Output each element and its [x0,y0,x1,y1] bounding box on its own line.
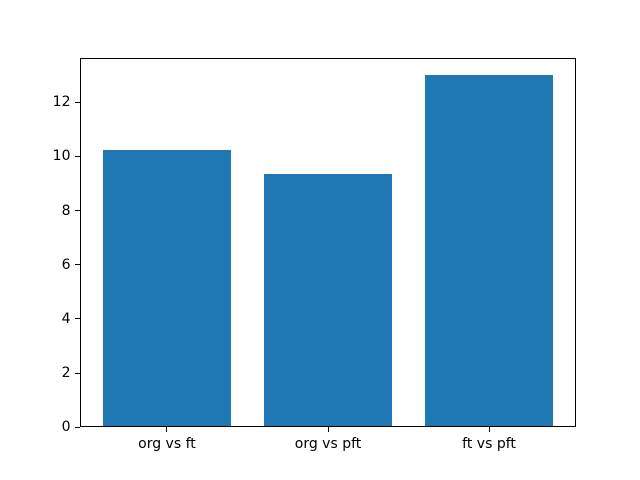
y-tick-label: 8 [61,202,71,219]
y-tick-label: 0 [61,419,71,436]
y-tick-mark [75,426,80,428]
y-tick-mark [75,155,80,157]
y-tick-label: 2 [61,365,71,382]
y-tick-mark [75,101,80,103]
y-tick-mark [75,210,80,212]
bar-ft-vs-pft [424,75,554,428]
bar-org-vs-pft [263,174,393,428]
x-tick-label: org vs pft [294,436,362,453]
y-tick-label: 12 [52,94,71,111]
y-tick-label: 6 [61,256,71,273]
x-tick-label: org vs ft [138,436,196,453]
y-tick-mark [75,264,80,266]
x-tick-mark [488,427,490,433]
y-tick-mark [75,372,80,374]
y-tick-label: 4 [61,310,71,327]
x-tick-label: ft vs pft [462,436,516,453]
bar-org-vs-ft [102,149,232,428]
x-tick-mark [166,427,168,433]
y-tick-mark [75,318,80,320]
y-tick-label: 10 [52,148,71,165]
x-tick-mark [327,427,329,433]
